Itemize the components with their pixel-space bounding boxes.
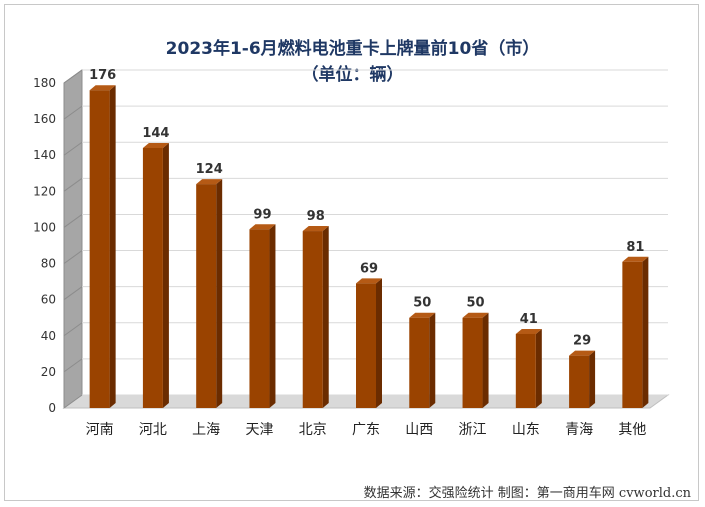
y-tick-label: 20 — [41, 365, 56, 379]
y-tick-label: 140 — [33, 148, 56, 162]
bar-side — [482, 312, 489, 408]
bar-side — [269, 224, 276, 408]
data-label: 176 — [89, 68, 116, 83]
bar-top — [622, 256, 649, 262]
wall-gridline — [63, 358, 83, 373]
x-tick-label: 山西 — [405, 422, 433, 438]
y-tick-label: 60 — [41, 293, 56, 307]
bar-side — [216, 179, 223, 408]
y-tick-label: 80 — [41, 257, 56, 271]
wall-gridline — [63, 105, 83, 120]
bar — [569, 355, 590, 408]
y-tick-label: 180 — [33, 76, 56, 90]
data-label: 81 — [626, 240, 644, 255]
bar-side — [109, 85, 116, 408]
data-label: 99 — [253, 207, 271, 222]
wall-gridline — [63, 214, 83, 228]
x-tick-label: 河北 — [139, 422, 167, 438]
bar-side — [535, 328, 542, 408]
bar-top — [356, 278, 382, 284]
chart-title: 2023年1-6月燃料电池重卡上牌量前10省（市） — [165, 39, 540, 59]
bar — [462, 317, 483, 408]
x-tick-label: 山东 — [512, 422, 540, 438]
wall-gridline — [63, 141, 83, 156]
bar-side — [322, 226, 329, 408]
bar-top — [249, 224, 276, 230]
bar-top — [409, 312, 436, 318]
bar-top — [569, 350, 596, 356]
wall-gridline — [63, 322, 83, 337]
bar-top — [142, 143, 169, 148]
bar — [515, 333, 536, 408]
bar — [622, 261, 643, 408]
x-tick-label: 其他 — [618, 422, 646, 438]
data-label: 50 — [413, 296, 431, 311]
bar-side — [376, 278, 382, 408]
side-wall — [63, 69, 83, 409]
y-tick-label: 100 — [33, 220, 56, 234]
x-tick-label: 青海 — [565, 422, 593, 438]
bar-side — [642, 256, 649, 408]
bar-top — [302, 226, 329, 232]
y-tick-label: 0 — [48, 401, 56, 415]
bar — [302, 231, 323, 408]
wall-gridline — [63, 250, 83, 264]
chart-frame — [4, 4, 699, 501]
y-tick-label: 40 — [41, 329, 56, 343]
x-tick-label: 河南 — [86, 422, 114, 438]
bar — [409, 317, 430, 408]
wall-gridline — [63, 69, 83, 84]
bar — [196, 184, 217, 408]
y-tick-label: 160 — [33, 112, 56, 126]
x-tick-label: 浙江 — [459, 422, 487, 438]
y-tick-label: 120 — [33, 184, 56, 198]
bar-side — [162, 143, 169, 408]
x-tick-label: 北京 — [299, 422, 327, 438]
bar-top — [89, 85, 116, 91]
wall-gridline — [63, 177, 83, 192]
bar-top — [196, 179, 223, 185]
bar-top — [462, 312, 489, 318]
data-label: 98 — [307, 209, 325, 224]
data-label: 50 — [466, 296, 484, 311]
data-label: 41 — [520, 312, 538, 327]
data-label: 124 — [196, 162, 223, 177]
source-note: 数据来源：交强险统计 制图：第一商用车网 cvworld.cn — [363, 486, 691, 501]
bar-top — [515, 328, 542, 334]
bar — [89, 90, 110, 408]
bar-side — [589, 350, 596, 408]
data-label: 144 — [142, 126, 169, 141]
wall-gridline — [63, 286, 83, 301]
data-label: 29 — [573, 334, 591, 349]
bar — [142, 148, 163, 408]
wall-gridline — [63, 394, 83, 409]
data-label: 69 — [360, 261, 378, 276]
x-tick-label: 上海 — [192, 422, 220, 438]
bar — [249, 229, 270, 408]
x-tick-label: 天津 — [245, 422, 273, 438]
bar — [356, 283, 376, 408]
bar-side — [429, 312, 436, 408]
x-tick-label: 广东 — [352, 422, 380, 438]
